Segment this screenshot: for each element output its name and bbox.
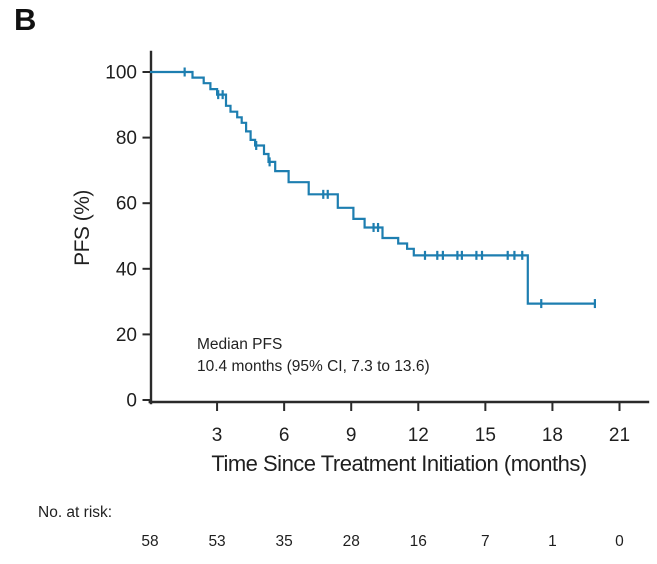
x-tick-label: 21 xyxy=(609,425,630,446)
x-axis-title: Time Since Treatment Initiation (months) xyxy=(211,451,586,476)
risk-count: 35 xyxy=(276,533,293,550)
km-step-path xyxy=(150,70,595,305)
annotation-median-value: 10.4 months (95% CI, 7.3 to 13.6) xyxy=(197,358,430,375)
y-axis-title: PFS (%) xyxy=(71,190,94,266)
x-tick-label: 18 xyxy=(542,425,563,446)
risk-count: 0 xyxy=(615,533,624,550)
x-tick-label: 6 xyxy=(279,425,290,446)
risk-table-label: No. at risk: xyxy=(38,504,112,521)
km-curve xyxy=(150,67,597,309)
risk-count: 53 xyxy=(208,533,225,550)
y-tick-label: 60 xyxy=(116,194,137,215)
risk-count: 7 xyxy=(481,533,490,550)
x-tick-label: 15 xyxy=(475,425,496,446)
x-tick-label: 12 xyxy=(408,425,429,446)
risk-count: 1 xyxy=(548,533,557,550)
y-tick-label: 80 xyxy=(116,128,137,149)
panel-label: B xyxy=(14,2,37,37)
x-axis-ticks: 3 6 9 12 15 18 21 xyxy=(212,403,630,446)
axes xyxy=(148,50,650,405)
y-tick-label: 100 xyxy=(105,63,137,84)
y-tick-label: 20 xyxy=(116,325,137,346)
risk-count: 58 xyxy=(141,533,158,550)
risk-count: 16 xyxy=(410,533,427,550)
y-axis-ticks: 100 80 60 40 20 0 xyxy=(105,63,151,412)
x-tick-label: 3 xyxy=(212,425,223,446)
y-tick-label: 40 xyxy=(116,259,137,280)
x-tick-label: 9 xyxy=(346,425,357,446)
risk-count: 28 xyxy=(343,533,360,550)
annotation-median-label: Median PFS xyxy=(197,336,282,353)
risk-table-row: 58 53 35 28 16 7 1 0 xyxy=(141,533,624,550)
y-tick-label: 0 xyxy=(126,391,137,412)
